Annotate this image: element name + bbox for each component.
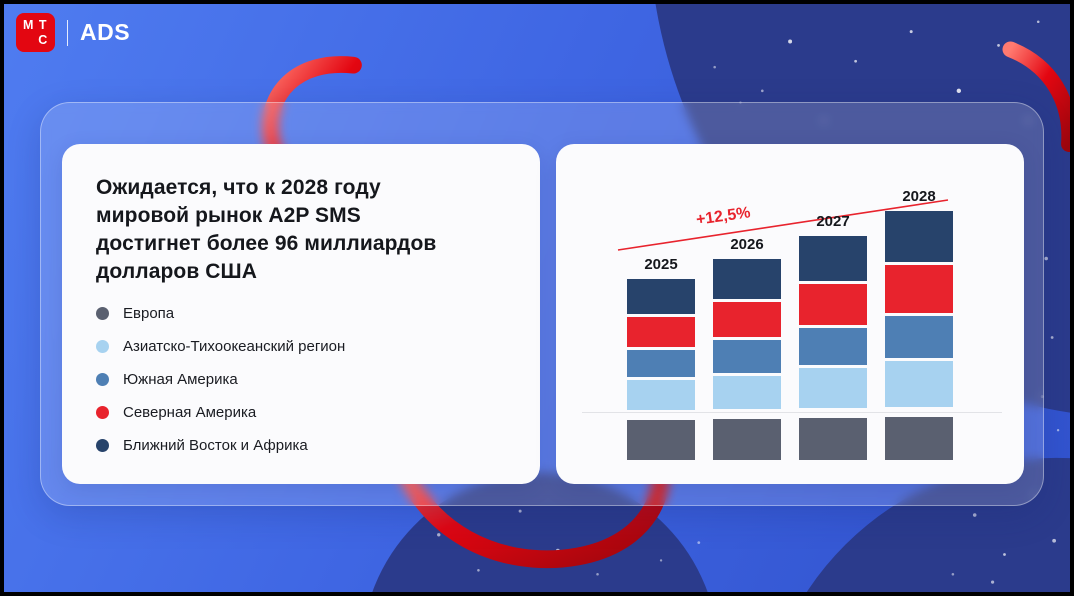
headline-line: мировой рынок A2P SMS	[96, 204, 361, 228]
legend-label: Ближний Восток и Африка	[123, 436, 308, 454]
bar-segment	[799, 235, 867, 282]
info-card: Ожидается, что к 2028 году мировой рынок…	[62, 144, 540, 484]
mts-logo: М Т С	[16, 13, 55, 52]
bar-stack	[627, 279, 695, 460]
bar-segment	[799, 284, 867, 326]
legend-label: Северная Америка	[123, 403, 257, 421]
logo-letter: М	[23, 18, 34, 32]
legend-item: Европа	[96, 303, 506, 324]
bar-chart: +12,5% 2025 2026 2027 2028	[582, 164, 1002, 460]
legend-item: Южная Америка	[96, 369, 506, 390]
bar-stack	[713, 258, 781, 460]
bar-year-label: 2027	[816, 212, 850, 230]
legend-item: Ближний Восток и Африка	[96, 435, 506, 456]
bar-year-label: 2026	[730, 235, 764, 253]
bar-segment	[799, 368, 867, 408]
bar-segment	[713, 419, 781, 460]
bar-segment	[627, 420, 695, 460]
bar-segment	[885, 361, 953, 407]
bar-2025: 2025	[627, 256, 695, 460]
trend-line	[617, 199, 949, 251]
legend-item: Азиатско-Тихоокеанский регион	[96, 336, 506, 357]
bar-segment	[799, 418, 867, 460]
bar-segment	[713, 258, 781, 300]
chart-legend: Европа Азиатско-Тихоокеанский регион Южная…	[96, 303, 506, 456]
chart-baseline	[582, 412, 1002, 413]
bar-segment	[713, 340, 781, 373]
logo-spacer	[21, 33, 36, 48]
chart-card: +12,5% 2025 2026 2027 2028	[556, 144, 1024, 484]
legend-color-dot	[96, 306, 109, 320]
legend-item: Северная Америка	[96, 402, 506, 423]
bar-2028: 2028	[885, 188, 953, 460]
bar-segment	[627, 349, 695, 378]
headline-line: Ожидается, что к 2028 году	[96, 176, 381, 199]
bar-2026: 2026	[713, 236, 781, 460]
logo-letter: С	[38, 32, 48, 47]
legend-label: Европа	[123, 304, 175, 322]
logo-letter: Т	[38, 18, 47, 32]
bar-year-label: 2028	[902, 187, 936, 205]
headline-line: достигнет более 96 миллиардов	[96, 232, 437, 256]
bar-segment	[885, 210, 953, 263]
legend-label: Азиатско-Тихоокеанский регион	[123, 337, 346, 355]
bar-segment	[885, 265, 953, 314]
bars-group: 2025 2026 2027 2028	[592, 188, 988, 460]
bar-stack	[885, 210, 953, 460]
legend-label: Южная Америка	[123, 370, 238, 388]
bar-2027: 2027	[799, 213, 867, 460]
brand-name: ADS	[80, 19, 131, 45]
legend-color-dot	[96, 372, 109, 386]
legend-color-dot	[96, 339, 109, 353]
bar-stack	[799, 235, 867, 460]
bar-year-label: 2025	[644, 256, 678, 274]
brand-header: М Т С ADS	[16, 13, 130, 52]
bar-segment	[713, 375, 781, 410]
bar-segment	[627, 316, 695, 347]
bar-segment	[627, 279, 695, 314]
legend-color-dot	[96, 405, 109, 419]
bar-segment	[627, 380, 695, 411]
bar-segment	[713, 302, 781, 338]
headline-line: долларов США	[96, 260, 258, 284]
brand-divider	[67, 19, 68, 46]
bar-segment	[885, 316, 953, 359]
bar-segment	[885, 416, 953, 460]
legend-color-dot	[96, 438, 109, 452]
bar-segment	[799, 328, 867, 366]
headline: Ожидается, что к 2028 году мировой рынок…	[96, 174, 506, 287]
